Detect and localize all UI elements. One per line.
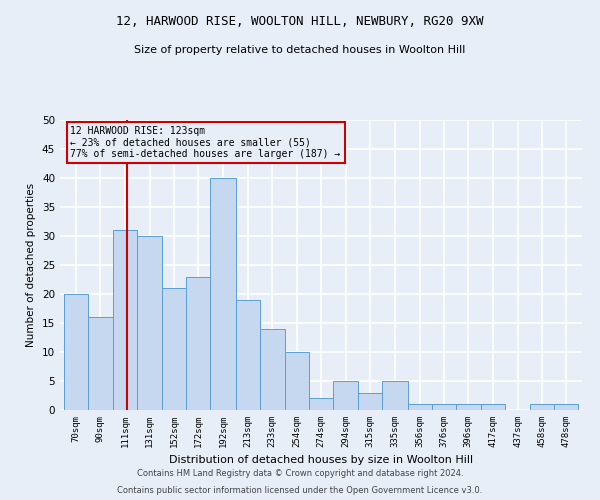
Bar (137, 236, 162, 410)
Bar (186, 276, 211, 410)
Text: 12 HARWOOD RISE: 123sqm
← 23% of detached houses are smaller (55)
77% of semi-de: 12 HARWOOD RISE: 123sqm ← 23% of detache… (70, 126, 341, 159)
Bar (260, 329, 285, 410)
Bar (382, 381, 407, 410)
Bar (236, 300, 260, 410)
Text: Contains HM Land Registry data © Crown copyright and database right 2024.: Contains HM Land Registry data © Crown c… (137, 468, 463, 477)
Bar (211, 178, 236, 410)
Bar (481, 404, 505, 410)
Bar (309, 398, 333, 410)
Bar (333, 381, 358, 410)
Text: Size of property relative to detached houses in Woolton Hill: Size of property relative to detached ho… (134, 45, 466, 55)
Bar (431, 404, 456, 410)
Bar (407, 404, 431, 410)
X-axis label: Distribution of detached houses by size in Woolton Hill: Distribution of detached houses by size … (169, 456, 473, 466)
Y-axis label: Number of detached properties: Number of detached properties (26, 183, 37, 347)
Bar (358, 392, 382, 410)
Bar (162, 288, 186, 410)
Bar (88, 317, 113, 410)
Bar (285, 352, 309, 410)
Bar (64, 294, 88, 410)
Bar (554, 404, 578, 410)
Bar (113, 230, 137, 410)
Bar (456, 404, 481, 410)
Bar (530, 404, 554, 410)
Text: Contains public sector information licensed under the Open Government Licence v3: Contains public sector information licen… (118, 486, 482, 495)
Text: 12, HARWOOD RISE, WOOLTON HILL, NEWBURY, RG20 9XW: 12, HARWOOD RISE, WOOLTON HILL, NEWBURY,… (116, 15, 484, 28)
